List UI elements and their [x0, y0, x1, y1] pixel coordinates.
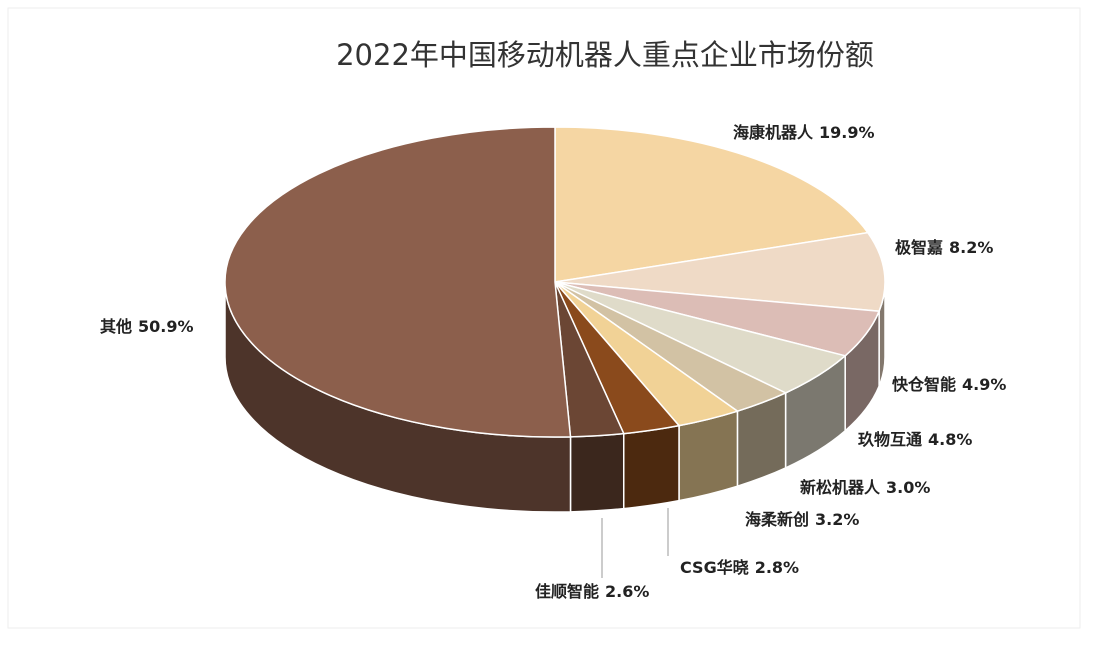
- label-value: 2.6%: [605, 582, 649, 601]
- data-labels: 海康机器人 19.9% 极智嘉 8.2% 快仓智能 4.9% 玖物互通 4.8% 新松机器人 3.…: [100, 123, 1006, 601]
- label-value: 8.2%: [949, 238, 993, 257]
- data-label: 其他 50.9%: [100, 317, 194, 336]
- data-label: 快仓智能 4.9%: [892, 375, 1006, 394]
- pie-slice: [224, 126, 572, 438]
- label-name: 海康机器人: [733, 123, 814, 142]
- label-value: 3.2%: [815, 510, 859, 529]
- pie-tops: [224, 126, 886, 438]
- label-name: 佳顺智能: [535, 582, 599, 601]
- label-name: 玖物互通: [858, 430, 922, 449]
- label-value: 4.8%: [928, 430, 972, 449]
- pie-side: [622, 424, 680, 510]
- label-value: 19.9%: [819, 123, 875, 142]
- pie-slice: [554, 126, 870, 283]
- label-name: 新松机器人: [800, 478, 881, 497]
- label-name: CSG华晓: [680, 558, 749, 577]
- pie-side: [569, 432, 625, 513]
- data-label: 极智嘉 8.2%: [895, 238, 993, 257]
- label-value: 50.9%: [138, 317, 194, 336]
- data-label: 新松机器人 3.0%: [800, 478, 930, 497]
- data-label: 佳顺智能 2.6%: [535, 582, 649, 601]
- label-value: 4.9%: [962, 375, 1006, 394]
- data-label: 海柔新创 3.2%: [745, 510, 859, 529]
- label-value: 3.0%: [886, 478, 930, 497]
- label-name: 其他: [100, 317, 132, 336]
- data-label: 海康机器人 19.9%: [733, 123, 875, 142]
- chart-title: 2022年中国移动机器人重点企业市场份额: [336, 38, 874, 72]
- pie-sides: [224, 281, 886, 513]
- chart-frame: [7, 7, 1081, 629]
- data-label: CSG华晓 2.8%: [680, 558, 799, 577]
- label-name: 海柔新创: [745, 510, 809, 529]
- label-name: 极智嘉: [895, 238, 943, 257]
- pie-slice: [554, 231, 886, 312]
- label-name: 快仓智能: [892, 375, 956, 394]
- label-value: 2.8%: [755, 558, 799, 577]
- data-label: 玖物互通 4.8%: [858, 430, 972, 449]
